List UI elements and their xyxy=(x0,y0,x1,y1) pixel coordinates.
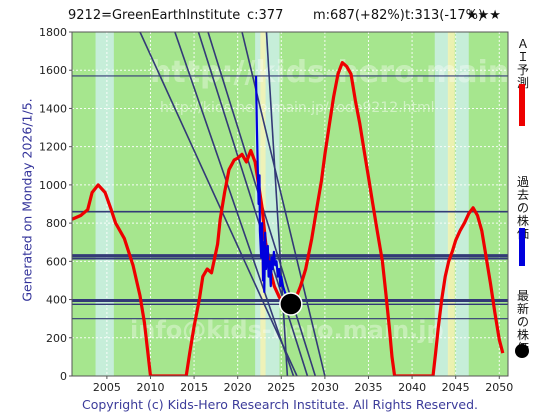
cyan-band-3 xyxy=(455,32,469,376)
cyan-band-0 xyxy=(95,32,114,376)
trend-line-2 xyxy=(174,32,295,376)
legend-label-ai-forecast: ＡＩ予測 xyxy=(516,37,529,90)
copyright-footer: Copyright (c) Kids-Hero Research Institu… xyxy=(81,397,479,412)
cyan-band-2 xyxy=(434,32,450,376)
x-tick-label-2025: 2025 xyxy=(267,381,295,394)
y-tick-label-1800: 1800 xyxy=(39,26,67,39)
header-stars: ★★★ xyxy=(466,8,501,23)
header-ticker: 9212=GreenEarthInstitute xyxy=(68,8,241,23)
y-tick-label-600: 600 xyxy=(46,255,67,268)
y-tick-label-1600: 1600 xyxy=(39,64,67,77)
watermark-path: http://kids-hero.main.jp/code9212.html xyxy=(160,100,434,116)
plot-frame xyxy=(71,31,509,377)
header-min-change: t:313(-17%) xyxy=(405,8,484,23)
ai-forecast-line xyxy=(72,61,505,376)
header-current: c:377 xyxy=(247,8,284,23)
watermark-email: info@kids-hero.main.jp xyxy=(130,316,444,344)
latest-price-marker xyxy=(279,292,303,316)
trend-line-0 xyxy=(197,32,309,376)
legend-marker-latest-price xyxy=(515,344,529,358)
y-tick-label-1000: 1000 xyxy=(39,179,67,192)
trend-line-5 xyxy=(265,32,289,376)
header-max-change: m:687(+82%) xyxy=(313,8,405,23)
x-tick-label-2050: 2050 xyxy=(485,381,513,394)
y-tick-label-200: 200 xyxy=(46,332,67,345)
y-tick-label-1400: 1400 xyxy=(39,102,67,115)
x-tick-label-2040: 2040 xyxy=(398,381,426,394)
x-tick-label-2005: 2005 xyxy=(93,381,121,394)
x-tick-label-2030: 2030 xyxy=(311,381,339,394)
x-tick-label-2010: 2010 xyxy=(136,381,164,394)
legend-swatch-past-price xyxy=(519,228,525,266)
x-tick-label-2020: 2020 xyxy=(224,381,252,394)
past-price-line xyxy=(254,75,292,305)
yellow-band-1 xyxy=(447,32,455,376)
trend-line-3 xyxy=(139,32,298,376)
x-tick-label-2015: 2015 xyxy=(180,381,208,394)
y-tick-label-800: 800 xyxy=(46,217,67,230)
x-tick-label-2045: 2045 xyxy=(442,381,470,394)
x-tick-label-2035: 2035 xyxy=(354,381,382,394)
watermark-url: http://kids-hero.main.jp/ xyxy=(150,55,560,90)
y-tick-label-1200: 1200 xyxy=(39,141,67,154)
y-tick-label-0: 0 xyxy=(60,370,67,383)
legend-swatch-ai-forecast xyxy=(519,84,525,126)
y-tick-label-400: 400 xyxy=(46,294,67,307)
